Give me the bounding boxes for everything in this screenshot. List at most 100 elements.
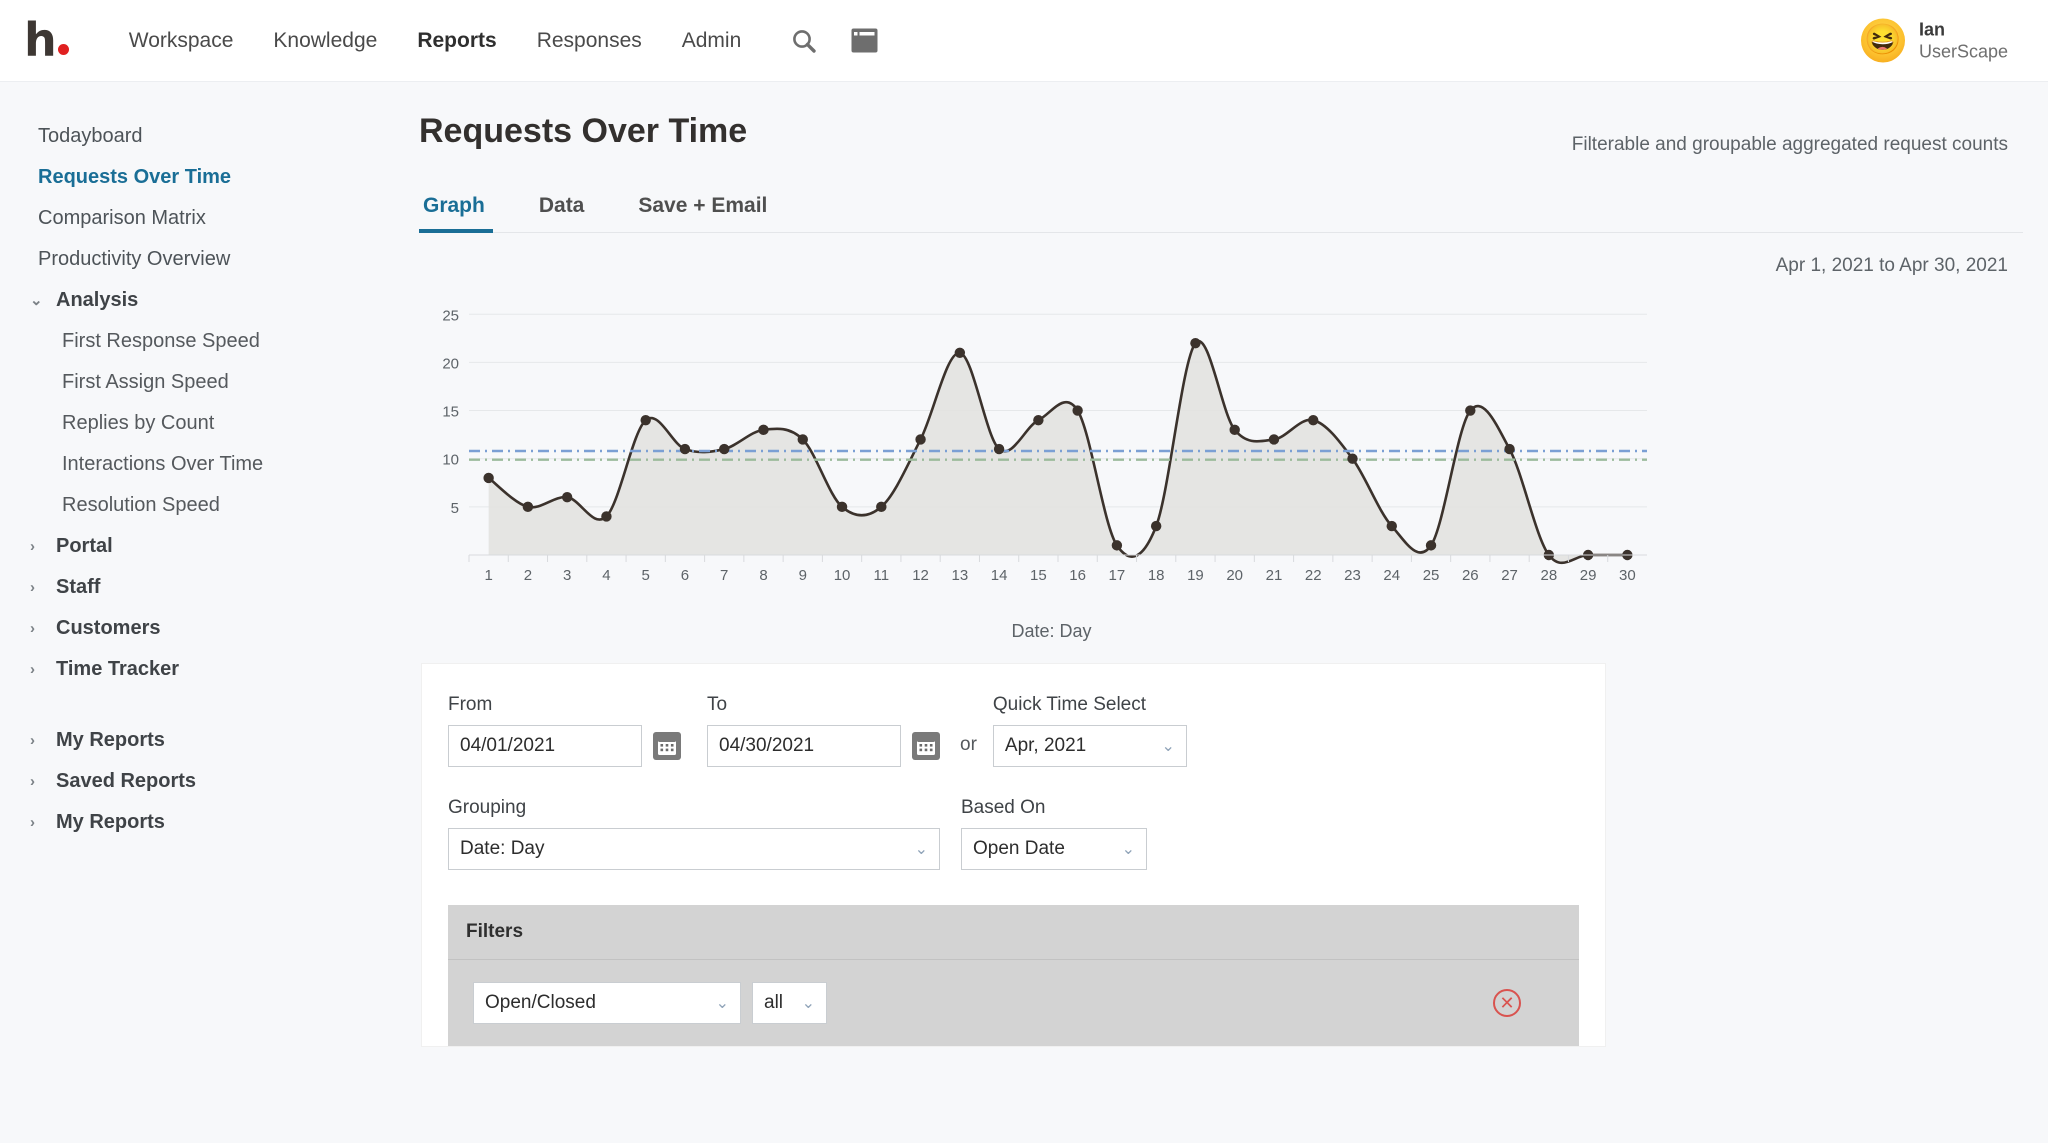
sidebar-group-my-reports[interactable]: › My Reports xyxy=(0,720,419,761)
sidebar-item-comparison-matrix[interactable]: Comparison Matrix xyxy=(0,198,419,239)
svg-text:11: 11 xyxy=(874,567,890,584)
sidebar-item-todayboard[interactable]: Todayboard xyxy=(0,116,419,157)
sidebar: Todayboard Requests Over Time Comparison… xyxy=(0,82,419,1143)
main-nav: Workspace Knowledge Reports Responses Ad… xyxy=(129,29,742,53)
requests-over-time-chart: 5 10 15 20 25 1 2 3 4 5 6 7 8 9 10 11 12 13 14 15 16 17 18 19 20… xyxy=(419,285,2023,615)
chevron-right-icon: › xyxy=(30,814,35,831)
top-navigation-bar: h Workspace Knowledge Reports Responses … xyxy=(0,0,2048,82)
from-label: From xyxy=(448,694,493,715)
filter-field-select[interactable]: Open/Closed ⌄ xyxy=(473,982,741,1024)
chart-x-axis-title: Date: Day xyxy=(1011,621,1092,641)
user-profile[interactable]: 😆 Ian UserScape xyxy=(1860,18,2008,63)
sidebar-group-time-tracker[interactable]: › Time Tracker xyxy=(0,649,419,690)
sidebar-item-label: Portal xyxy=(56,535,113,557)
chevron-right-icon: › xyxy=(30,538,35,555)
tab-save-email[interactable]: Save + Email xyxy=(638,194,768,217)
nav-item-admin[interactable]: Admin xyxy=(681,28,742,52)
tab-graph[interactable]: Graph xyxy=(419,194,493,233)
avatar: 😆 xyxy=(1860,18,1905,63)
tab-bar: Graph Data Save + Email xyxy=(419,194,2023,233)
sidebar-item-label: Productivity Overview xyxy=(38,248,231,270)
page-subtitle: Filterable and groupable aggregated requ… xyxy=(1571,134,2008,155)
to-calendar-icon[interactable] xyxy=(912,732,940,760)
svg-text:16: 16 xyxy=(1069,567,1086,584)
sidebar-group-my-reports-2[interactable]: › My Reports xyxy=(0,802,419,843)
sidebar-item-interactions-over-time[interactable]: Interactions Over Time xyxy=(0,444,419,485)
nav-icon-group xyxy=(791,28,878,54)
grouping-controls-row: Grouping Date: Day ⌄ Based On Open Date … xyxy=(422,797,1605,870)
svg-text:24: 24 xyxy=(1383,567,1400,584)
chevron-right-icon: › xyxy=(30,661,35,678)
sidebar-item-resolution-speed[interactable]: Resolution Speed xyxy=(0,485,419,526)
to-field-group: To xyxy=(707,694,901,767)
svg-text:26: 26 xyxy=(1462,567,1479,584)
chevron-right-icon: › xyxy=(30,579,35,596)
svg-text:15: 15 xyxy=(442,404,459,421)
svg-text:3: 3 xyxy=(563,567,571,584)
date-controls-row: From To or Quick Time Select A xyxy=(422,694,1605,767)
sidebar-item-label: Requests Over Time xyxy=(38,166,232,188)
user-meta: Ian UserScape xyxy=(1919,18,2008,63)
svg-text:8: 8 xyxy=(759,567,767,584)
svg-text:7: 7 xyxy=(720,567,728,584)
date-range-label: Apr 1, 2021 to Apr 30, 2021 xyxy=(1775,255,2008,276)
filters-section-title: Filters xyxy=(448,905,1579,960)
based-on-label: Based On xyxy=(961,797,1046,818)
grouping-value: Date: Day xyxy=(460,838,545,859)
sidebar-group-saved-reports[interactable]: › Saved Reports xyxy=(0,761,419,802)
sidebar-group-portal[interactable]: › Portal xyxy=(0,526,419,567)
to-date-input[interactable] xyxy=(707,725,901,767)
chevron-down-icon: ⌄ xyxy=(715,995,729,1012)
filter-operator-value: all xyxy=(764,992,784,1013)
chevron-down-icon: ⌄ xyxy=(1161,738,1175,755)
sidebar-group-analysis[interactable]: ⌄ Analysis xyxy=(0,280,419,321)
app-logo[interactable]: h xyxy=(24,17,69,62)
search-icon[interactable] xyxy=(791,28,817,54)
sidebar-item-first-response-speed[interactable]: First Response Speed xyxy=(0,321,419,362)
nav-item-workspace[interactable]: Workspace xyxy=(128,28,234,52)
chevron-down-icon: ⌄ xyxy=(801,995,815,1012)
sidebar-item-label: Staff xyxy=(56,576,101,598)
sidebar-item-label: My Reports xyxy=(56,729,165,751)
sidebar-group-staff[interactable]: › Staff xyxy=(0,567,419,608)
sidebar-item-label: My Reports xyxy=(56,811,165,833)
grouping-select[interactable]: Date: Day ⌄ xyxy=(448,828,940,870)
svg-text:13: 13 xyxy=(951,567,968,584)
svg-text:14: 14 xyxy=(991,567,1008,584)
sidebar-item-label: Saved Reports xyxy=(56,770,197,792)
sidebar-item-requests-over-time[interactable]: Requests Over Time xyxy=(0,157,419,198)
nav-item-reports[interactable]: Reports xyxy=(417,28,497,52)
sidebar-group-customers[interactable]: › Customers xyxy=(0,608,419,649)
page-title: Requests Over Time xyxy=(419,112,748,150)
from-date-input[interactable] xyxy=(448,725,642,767)
chevron-down-icon: ⌄ xyxy=(1121,841,1135,858)
svg-text:25: 25 xyxy=(1423,567,1440,584)
to-label: To xyxy=(707,694,728,715)
filter-operator-select[interactable]: all ⌄ xyxy=(752,982,827,1024)
sidebar-item-replies-by-count[interactable]: Replies by Count xyxy=(0,403,419,444)
chevron-down-icon: ⌄ xyxy=(914,841,928,858)
nav-item-knowledge[interactable]: Knowledge xyxy=(273,28,378,52)
sidebar-item-label: Comparison Matrix xyxy=(38,207,206,229)
remove-filter-button[interactable]: ✕ xyxy=(1493,989,1521,1017)
based-on-select[interactable]: Open Date ⌄ xyxy=(961,828,1147,870)
sidebar-item-first-assign-speed[interactable]: First Assign Speed xyxy=(0,362,419,403)
nav-item-responses[interactable]: Responses xyxy=(536,28,642,52)
svg-text:27: 27 xyxy=(1501,567,1518,584)
quick-time-select[interactable]: Apr, 2021 ⌄ xyxy=(992,725,1187,767)
svg-text:5: 5 xyxy=(451,500,459,517)
svg-text:2: 2 xyxy=(524,567,532,584)
tab-data[interactable]: Data xyxy=(538,194,585,217)
browser-window-icon[interactable] xyxy=(851,28,878,53)
svg-text:4: 4 xyxy=(602,567,610,584)
from-field-group: From xyxy=(448,694,642,767)
from-calendar-icon[interactable] xyxy=(653,732,681,760)
user-organization: UserScape xyxy=(1918,41,2008,62)
quick-time-label: Quick Time Select xyxy=(992,694,1147,715)
chevron-right-icon: › xyxy=(30,620,35,637)
svg-text:18: 18 xyxy=(1148,567,1165,584)
sidebar-item-label: Resolution Speed xyxy=(62,494,220,516)
sidebar-item-productivity-overview[interactable]: Productivity Overview xyxy=(0,239,419,280)
sidebar-item-label: First Response Speed xyxy=(62,330,260,352)
sidebar-item-label: Todayboard xyxy=(38,125,143,147)
